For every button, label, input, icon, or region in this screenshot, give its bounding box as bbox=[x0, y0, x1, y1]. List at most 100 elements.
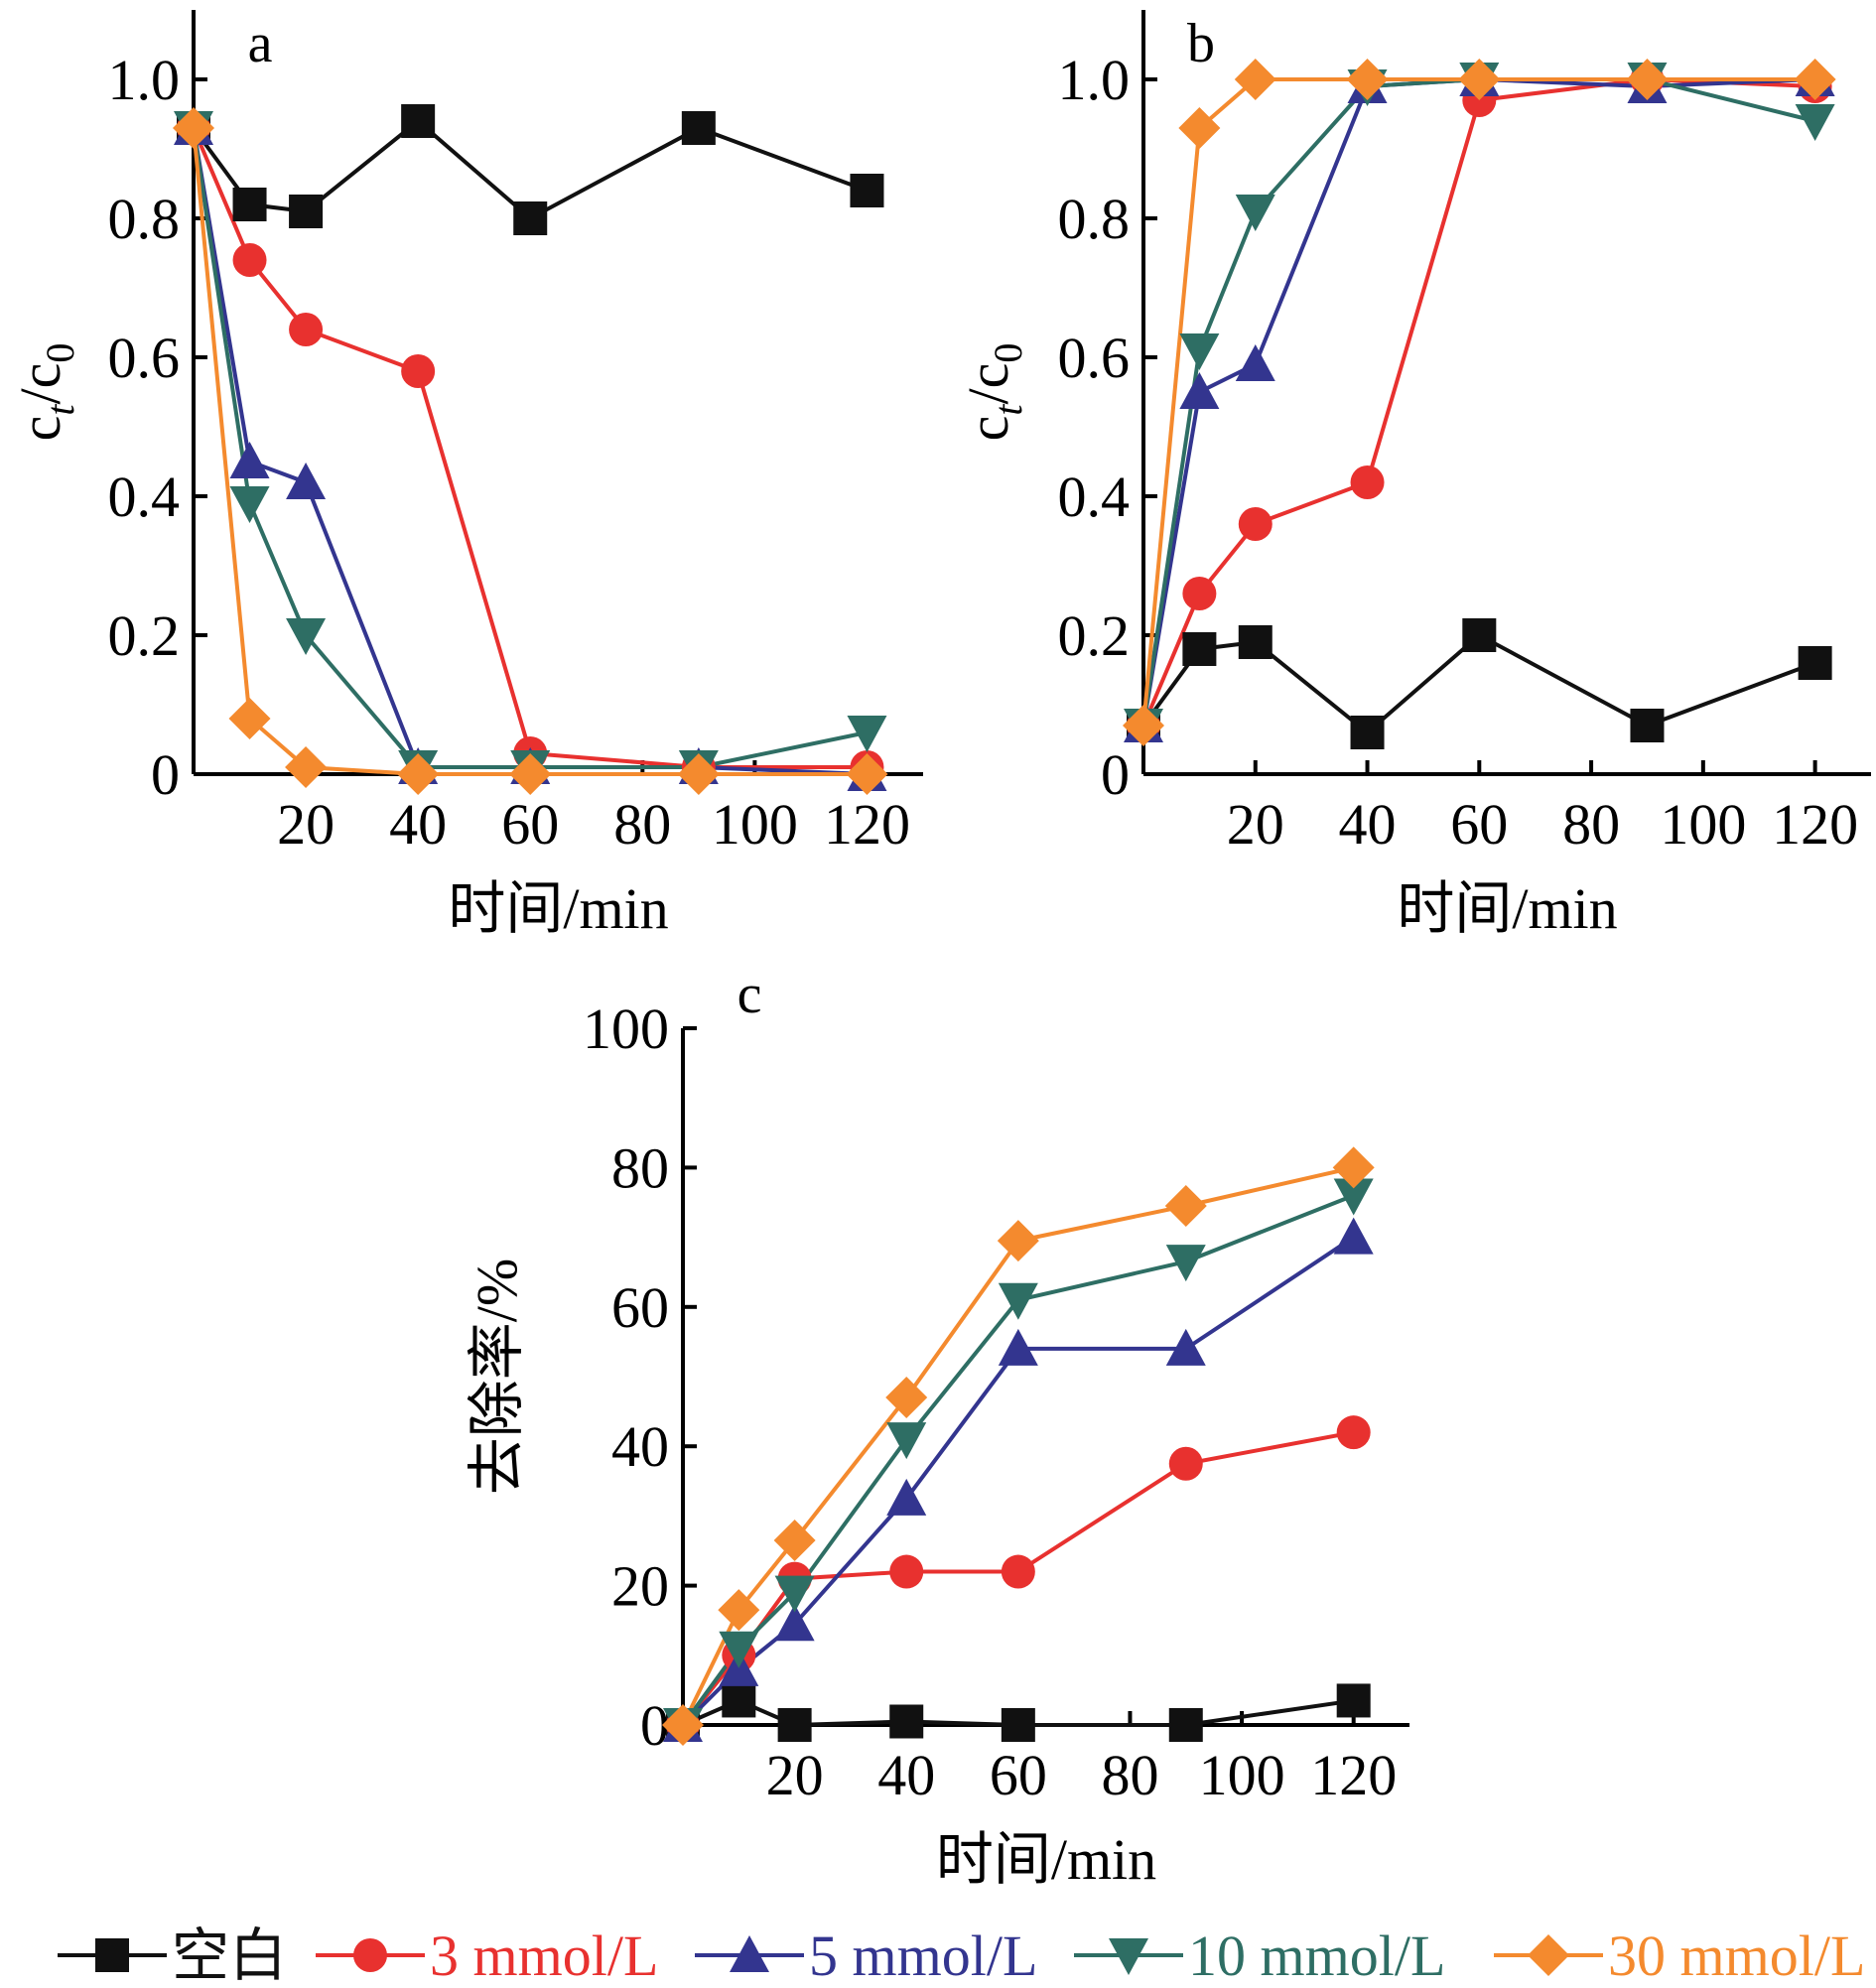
data-point bbox=[228, 698, 271, 739]
x-tick-label: 60 bbox=[501, 792, 559, 857]
y-tick-label: 1.0 bbox=[1058, 48, 1131, 112]
data-point bbox=[509, 753, 552, 795]
data-point bbox=[773, 1519, 816, 1561]
x-tick-label: 20 bbox=[1227, 792, 1284, 857]
panel-label: b bbox=[1187, 13, 1215, 74]
x-tick-label: 80 bbox=[1562, 792, 1620, 857]
data-point bbox=[774, 1604, 815, 1642]
data-point bbox=[397, 753, 440, 795]
x-axis-title: 时间/min bbox=[936, 1827, 1156, 1892]
x-axis-title: 时间/min bbox=[1397, 876, 1617, 941]
legend-label: 3 mmol/L bbox=[430, 1923, 658, 1988]
x-tick-label: 40 bbox=[877, 1743, 935, 1807]
data-point bbox=[229, 442, 270, 478]
x-tick-label: 80 bbox=[1101, 1743, 1158, 1807]
data-point bbox=[1462, 618, 1497, 652]
legend-marker bbox=[730, 1935, 769, 1972]
data-point bbox=[289, 195, 324, 228]
data-point bbox=[401, 354, 436, 388]
y-tick-label: 60 bbox=[611, 1275, 669, 1340]
data-point bbox=[1458, 59, 1501, 100]
data-point bbox=[289, 313, 324, 346]
legend: 空白 3 mmol/L 5 mmol/L 10 mmol/L 30 mmol/L bbox=[58, 1923, 1865, 1988]
panel-label: c bbox=[737, 964, 762, 1025]
x-tick-label: 100 bbox=[712, 792, 798, 857]
data-point bbox=[850, 174, 884, 207]
x-tick-label: 60 bbox=[1450, 792, 1508, 857]
y-tick-label: 100 bbox=[583, 996, 669, 1061]
x-axis-title: 时间/min bbox=[448, 876, 668, 941]
legend-marker bbox=[1528, 1934, 1569, 1976]
y-tick-label: 40 bbox=[611, 1414, 669, 1479]
legend-label: 30 mmol/L bbox=[1608, 1923, 1865, 1988]
data-point bbox=[997, 1220, 1039, 1262]
panel-label: a bbox=[248, 13, 273, 74]
y-tick-label: 80 bbox=[611, 1135, 669, 1200]
y-tick-label: 0.6 bbox=[108, 326, 181, 390]
data-point bbox=[1350, 465, 1385, 499]
y-tick-label: 0.4 bbox=[1058, 464, 1131, 529]
data-point bbox=[401, 104, 436, 138]
data-point bbox=[886, 1422, 927, 1460]
data-point bbox=[722, 1683, 756, 1718]
data-point bbox=[1182, 577, 1217, 610]
data-point bbox=[513, 201, 548, 235]
data-point bbox=[1333, 1217, 1374, 1255]
legend-marker bbox=[1109, 1938, 1148, 1975]
data-point bbox=[1332, 1146, 1375, 1189]
x-tick-label: 80 bbox=[613, 792, 671, 857]
legend-label: 空白 bbox=[172, 1923, 287, 1988]
data-point bbox=[681, 111, 716, 145]
data-point bbox=[777, 1708, 812, 1742]
data-point bbox=[229, 486, 270, 523]
y-axis-title: ct/c0 bbox=[8, 343, 82, 442]
data-point bbox=[1798, 646, 1832, 680]
y-tick-label: 0.2 bbox=[108, 603, 181, 668]
y-tick-label: 0 bbox=[1101, 742, 1130, 807]
y-axis-title: 去除率/% bbox=[465, 1259, 529, 1495]
data-point bbox=[846, 753, 888, 795]
data-point bbox=[1350, 716, 1385, 749]
x-tick-label: 120 bbox=[1772, 792, 1858, 857]
y-tick-label: 0.2 bbox=[1058, 603, 1131, 668]
panel-b-chart: 0 0.2 0.4 0.6 0.8 1.0 20 40 60 80 100 120 b 时间/min ct/… bbox=[956, 10, 1871, 941]
data-point bbox=[662, 1704, 704, 1746]
data-point bbox=[1179, 333, 1220, 370]
legend-marker bbox=[95, 1938, 129, 1972]
data-point bbox=[1333, 1178, 1374, 1216]
data-point bbox=[1235, 195, 1275, 231]
data-point bbox=[1795, 104, 1835, 141]
x-tick-label: 120 bbox=[1310, 1743, 1397, 1807]
y-tick-label: 0.6 bbox=[1058, 326, 1131, 390]
data-point bbox=[998, 1282, 1038, 1320]
legend-label: 10 mmol/L bbox=[1188, 1923, 1445, 1988]
data-point bbox=[173, 107, 214, 149]
data-point bbox=[886, 1478, 927, 1516]
data-point bbox=[847, 716, 887, 752]
data-point bbox=[774, 1575, 815, 1613]
data-point bbox=[286, 618, 327, 655]
legend-label: 5 mmol/L bbox=[809, 1923, 1037, 1988]
data-point bbox=[285, 746, 328, 788]
y-axis-title: ct/c0 bbox=[956, 343, 1030, 442]
y-tick-label: 0.4 bbox=[108, 464, 181, 529]
data-point bbox=[885, 1377, 928, 1419]
data-point bbox=[1794, 59, 1836, 100]
data-point bbox=[1168, 1708, 1203, 1742]
x-tick-label: 100 bbox=[1660, 792, 1746, 857]
x-tick-label: 20 bbox=[766, 1743, 824, 1807]
data-point bbox=[1626, 59, 1669, 100]
data-point bbox=[1336, 1415, 1371, 1450]
panel-a-chart: 0 0.2 0.4 0.6 0.8 1.0 20 40 60 80 100 120 a 时间/min ct/… bbox=[8, 10, 923, 941]
data-point bbox=[1346, 59, 1389, 100]
data-point bbox=[1001, 1708, 1035, 1742]
y-tick-label: 20 bbox=[611, 1554, 669, 1619]
y-tick-label: 0 bbox=[151, 742, 180, 807]
data-point bbox=[1165, 1245, 1206, 1282]
series-line bbox=[681, 1193, 1355, 1727]
data-point bbox=[1179, 372, 1220, 409]
data-point bbox=[677, 753, 720, 795]
y-tick-label: 0.8 bbox=[108, 187, 181, 251]
